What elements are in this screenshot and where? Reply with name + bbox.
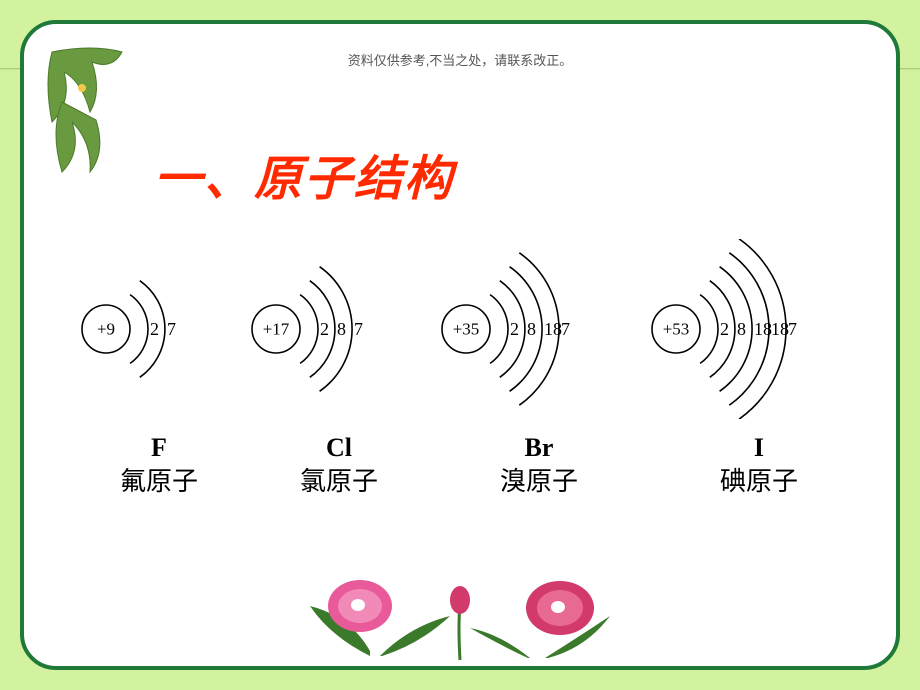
atom-diagram-i: +532818187 xyxy=(644,239,874,419)
atom-column-f: +9 27 F 氟原子 xyxy=(74,239,244,499)
atom-label-f: F 氟原子 xyxy=(120,431,198,499)
atom-symbol: Cl xyxy=(326,433,352,462)
svg-text:+17: +17 xyxy=(263,320,290,339)
atom-label-br: Br 溴原子 xyxy=(500,431,578,499)
atoms-row: +927F氟原子+17287Cl氯原子+3528187Br溴原子+5328181… xyxy=(74,239,846,499)
svg-text:2: 2 xyxy=(720,319,729,339)
svg-text:7: 7 xyxy=(354,319,363,339)
atom-label-cl: Cl 氯原子 xyxy=(300,431,378,499)
atom-label-i: I 碘原子 xyxy=(720,431,798,499)
svg-text:8: 8 xyxy=(337,319,346,339)
atom-name-cn: 碘原子 xyxy=(720,467,798,496)
svg-text:2: 2 xyxy=(150,319,159,339)
atom-name-cn: 溴原子 xyxy=(500,467,578,496)
atom-column-br: +3528187Br溴原子 xyxy=(434,239,644,499)
atom-name-cn: 氯原子 xyxy=(300,467,378,496)
atom-column-i: +532818187I碘原子 xyxy=(644,239,874,499)
slide-frame: 资料仅供参考,不当之处，请联系改正。 一、原子结构 +927F氟原子+17287… xyxy=(20,20,900,670)
svg-text:7: 7 xyxy=(167,319,176,339)
atom-symbol: Br xyxy=(525,433,554,462)
svg-text:8: 8 xyxy=(527,319,536,339)
atom-name-cn: 氟原子 xyxy=(120,467,198,496)
svg-text:+53: +53 xyxy=(663,320,690,339)
svg-text:7: 7 xyxy=(788,319,797,339)
atom-diagram-br: +3528187 xyxy=(434,239,644,419)
atom-symbol: F xyxy=(151,433,167,462)
section-title: 一、原子结构 xyxy=(154,139,454,209)
svg-text:+35: +35 xyxy=(453,320,480,339)
svg-text:8: 8 xyxy=(737,319,746,339)
svg-text:7: 7 xyxy=(561,319,570,339)
svg-text:2: 2 xyxy=(510,319,519,339)
disclaimer-text: 资料仅供参考,不当之处，请联系改正。 xyxy=(24,50,896,69)
atom-symbol: I xyxy=(754,433,764,462)
atom-column-cl: +17 287 Cl 氯原子 xyxy=(244,239,434,499)
flower-ornament xyxy=(270,556,650,666)
svg-text:2: 2 xyxy=(320,319,329,339)
atom-diagram-cl: +17 287 xyxy=(244,239,434,419)
atom-diagram-f: +9 27 xyxy=(74,239,244,419)
svg-text:+9: +9 xyxy=(97,320,115,339)
